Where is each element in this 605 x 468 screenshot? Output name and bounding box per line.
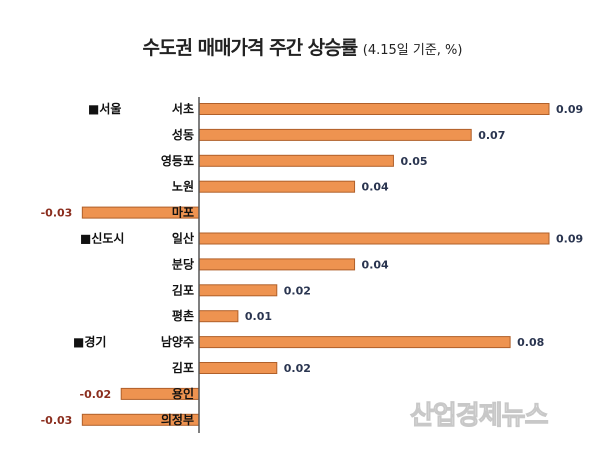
data-label: 0.01 [245, 310, 272, 323]
bar [198, 154, 394, 167]
chart-title: 수도권 매매가격 주간 상승률 (4.15일 기준, %) [0, 33, 605, 60]
bar [198, 128, 472, 141]
data-label: 0.09 [556, 233, 583, 246]
category-label: 용인 [172, 386, 194, 401]
bar [198, 103, 550, 115]
bar [198, 180, 356, 193]
bar [198, 362, 278, 374]
data-label: -0.03 [41, 414, 73, 427]
data-label: 0.02 [284, 284, 311, 297]
title-main: 수도권 매매가격 주간 상승률 [142, 37, 359, 59]
data-label: 0.07 [478, 129, 505, 142]
data-label: 0.02 [284, 362, 311, 375]
category-label: 분당 [172, 256, 194, 271]
bar [198, 232, 550, 245]
bar [198, 310, 239, 323]
data-label: 0.04 [362, 258, 389, 271]
category-label: 김포 [172, 360, 194, 375]
data-label: 0.08 [517, 336, 544, 349]
category-label: 남양주 [161, 334, 194, 349]
category-label: 영등포 [161, 153, 194, 168]
category-label: 서초 [172, 101, 194, 116]
group-label: ■서울 [88, 101, 121, 116]
category-label: 마포 [172, 205, 194, 220]
bar [198, 258, 356, 271]
title-subtitle: (4.15일 기준, %) [362, 43, 463, 58]
category-label: 김포 [172, 282, 194, 297]
category-label: 일산 [172, 231, 194, 246]
category-label: 의정부 [161, 412, 194, 427]
group-label: ■신도시 [80, 231, 124, 246]
bar [198, 336, 511, 349]
data-label: -0.03 [41, 207, 73, 220]
data-label: 0.05 [400, 155, 427, 168]
watermark: 산업경제뉴스 [410, 401, 550, 432]
category-label: 노원 [172, 180, 194, 194]
data-label: 0.04 [362, 181, 389, 194]
category-label: 성동 [172, 128, 194, 142]
bar [198, 284, 278, 297]
group-label: ■경기 [73, 334, 106, 349]
data-label: -0.02 [80, 388, 112, 401]
data-label: 0.09 [556, 103, 583, 116]
category-label: 평촌 [172, 308, 194, 323]
